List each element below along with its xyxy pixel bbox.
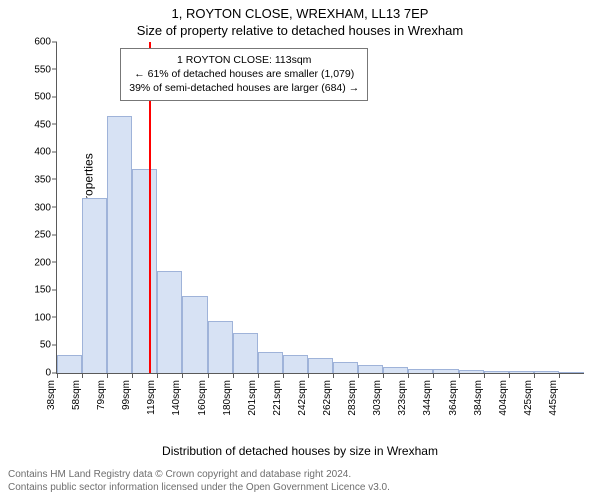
annotation-box: 1 ROYTON CLOSE: 113sqm← 61% of detached … bbox=[120, 48, 368, 101]
x-tick-label: 221sqm bbox=[272, 380, 283, 416]
x-tick-label: 180sqm bbox=[222, 380, 233, 416]
y-tick: 500 bbox=[17, 92, 51, 103]
histogram-bar bbox=[283, 355, 308, 373]
histogram-bar bbox=[433, 369, 458, 373]
x-tick-label: 364sqm bbox=[448, 380, 459, 416]
histogram-bar bbox=[182, 296, 207, 373]
x-tick-mark bbox=[233, 373, 234, 378]
x-tick-label: 445sqm bbox=[548, 380, 559, 416]
x-tick-mark bbox=[182, 373, 183, 378]
bar-slot: 445sqm bbox=[559, 42, 584, 373]
x-tick-label: 38sqm bbox=[46, 380, 57, 410]
x-tick-label: 140sqm bbox=[171, 380, 182, 416]
chart-title: Size of property relative to detached ho… bbox=[0, 21, 600, 42]
bar-slot: 38sqm bbox=[57, 42, 82, 373]
x-tick-mark bbox=[82, 373, 83, 378]
histogram-bar bbox=[509, 371, 534, 373]
y-tick: 250 bbox=[17, 230, 51, 241]
y-tick: 0 bbox=[17, 368, 51, 379]
x-tick-mark bbox=[258, 373, 259, 378]
x-tick-mark bbox=[333, 373, 334, 378]
x-tick-mark bbox=[157, 373, 158, 378]
histogram-bar bbox=[333, 362, 358, 373]
bar-slot: 384sqm bbox=[484, 42, 509, 373]
histogram-bar bbox=[308, 358, 333, 373]
x-tick-label: 160sqm bbox=[197, 380, 208, 416]
x-tick-label: 119sqm bbox=[146, 380, 157, 415]
x-tick-mark bbox=[534, 373, 535, 378]
y-tick: 450 bbox=[17, 119, 51, 130]
y-tick: 100 bbox=[17, 312, 51, 323]
x-tick-label: 323sqm bbox=[397, 380, 408, 416]
footnote-line1: Contains HM Land Registry data © Crown c… bbox=[8, 468, 592, 481]
x-tick-mark bbox=[408, 373, 409, 378]
x-tick-label: 99sqm bbox=[121, 380, 132, 410]
x-tick-mark bbox=[559, 373, 560, 378]
y-tick: 400 bbox=[17, 147, 51, 158]
x-tick-label: 303sqm bbox=[372, 380, 383, 416]
y-tick: 50 bbox=[17, 340, 51, 351]
x-tick-mark bbox=[308, 373, 309, 378]
histogram-bar bbox=[383, 367, 408, 373]
histogram-bar bbox=[408, 369, 433, 373]
bar-slot: 303sqm bbox=[383, 42, 408, 373]
x-tick-label: 425sqm bbox=[523, 380, 534, 416]
annotation-line: ← 61% of detached houses are smaller (1,… bbox=[129, 67, 359, 81]
histogram-bar bbox=[157, 271, 182, 373]
x-tick-mark bbox=[107, 373, 108, 378]
x-tick-mark bbox=[358, 373, 359, 378]
y-tick: 350 bbox=[17, 174, 51, 185]
histogram-bar bbox=[233, 333, 258, 373]
bar-slot: 364sqm bbox=[459, 42, 484, 373]
x-tick-label: 283sqm bbox=[347, 380, 358, 416]
x-tick-mark bbox=[509, 373, 510, 378]
x-tick-mark bbox=[484, 373, 485, 378]
x-tick-label: 242sqm bbox=[297, 380, 308, 416]
histogram-bar bbox=[57, 355, 82, 373]
plot-region: 38sqm58sqm79sqm99sqm119sqm140sqm160sqm18… bbox=[56, 42, 584, 374]
histogram-bar bbox=[258, 352, 283, 373]
histogram-bar bbox=[208, 321, 233, 373]
bar-slot: 323sqm bbox=[408, 42, 433, 373]
histogram-bar bbox=[132, 169, 157, 373]
y-tick: 150 bbox=[17, 285, 51, 296]
histogram-bar bbox=[107, 116, 132, 373]
bar-slot: 404sqm bbox=[509, 42, 534, 373]
footnote: Contains HM Land Registry data © Crown c… bbox=[8, 468, 592, 494]
x-tick-mark bbox=[433, 373, 434, 378]
x-tick-mark bbox=[283, 373, 284, 378]
x-tick-label: 58sqm bbox=[71, 380, 82, 410]
y-tick: 550 bbox=[17, 64, 51, 75]
x-tick-mark bbox=[132, 373, 133, 378]
chart-supertitle: 1, ROYTON CLOSE, WREXHAM, LL13 7EP bbox=[0, 0, 600, 21]
x-tick-mark bbox=[208, 373, 209, 378]
y-tick: 200 bbox=[17, 257, 51, 268]
chart-area: Number of detached properties 38sqm58sqm… bbox=[0, 42, 600, 430]
bar-slot: 58sqm bbox=[82, 42, 107, 373]
histogram-bar bbox=[484, 371, 509, 373]
x-axis-label: Distribution of detached houses by size … bbox=[0, 444, 600, 458]
histogram-bar bbox=[459, 370, 484, 373]
x-tick-mark bbox=[459, 373, 460, 378]
annotation-line: 1 ROYTON CLOSE: 113sqm bbox=[129, 53, 359, 67]
x-tick-label: 262sqm bbox=[322, 380, 333, 416]
x-tick-label: 404sqm bbox=[498, 380, 509, 416]
histogram-bar bbox=[358, 365, 383, 373]
y-tick: 600 bbox=[17, 37, 51, 48]
bar-slot: 425sqm bbox=[534, 42, 559, 373]
x-tick-mark bbox=[383, 373, 384, 378]
histogram-bar bbox=[82, 198, 107, 373]
footnote-line2: Contains public sector information licen… bbox=[8, 481, 592, 494]
y-tick: 300 bbox=[17, 202, 51, 213]
histogram-bar bbox=[559, 372, 584, 373]
x-tick-label: 79sqm bbox=[96, 380, 107, 410]
histogram-bar bbox=[534, 371, 559, 373]
bar-slot: 344sqm bbox=[433, 42, 458, 373]
annotation-line: 39% of semi-detached houses are larger (… bbox=[129, 81, 359, 95]
x-tick-label: 201sqm bbox=[247, 380, 258, 416]
x-tick-label: 384sqm bbox=[473, 380, 484, 416]
x-tick-mark bbox=[57, 373, 58, 378]
x-tick-label: 344sqm bbox=[422, 380, 433, 416]
